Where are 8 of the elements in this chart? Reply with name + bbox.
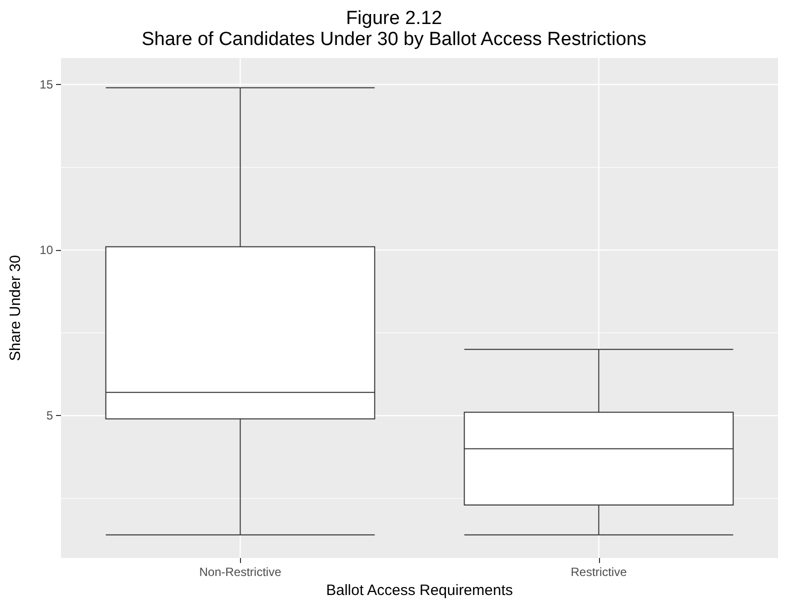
y-tick-label: 10 — [40, 243, 54, 258]
x-axis-title: Ballot Access Requirements — [326, 582, 513, 599]
chart-title: Figure 2.12 Share of Candidates Under 30 by Ballot Access Restrictions — [142, 8, 646, 50]
y-tick-label: 5 — [46, 408, 54, 423]
y-axis-title: Share Under 30 — [7, 255, 24, 361]
x-tick-label: Restrictive — [570, 565, 628, 579]
y-tick-label: 15 — [40, 77, 54, 92]
x-tick-label: Non-Restrictive — [199, 565, 282, 579]
